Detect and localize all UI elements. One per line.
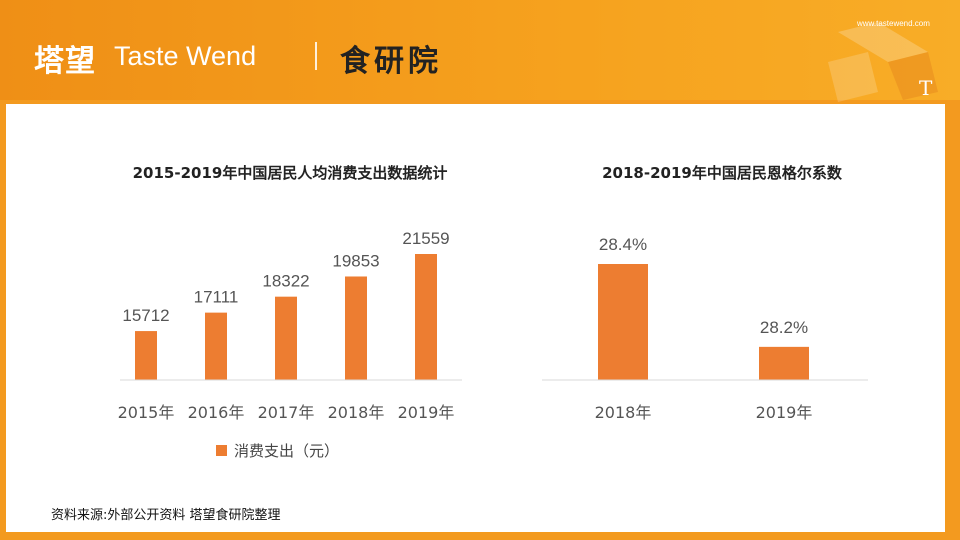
charts-svg: 2015-2019年中国居民人均消费支出数据统计 15712 2015年 17111… xyxy=(118,164,868,460)
chart1-x-tick-label: 2019年 xyxy=(398,403,455,422)
chart1-bar xyxy=(275,296,297,380)
chart1-data-label: 17111 xyxy=(194,288,239,307)
website-url: www.tastewend.com xyxy=(857,19,930,28)
chart2-data-label: 28.2% xyxy=(760,318,808,337)
chart1-x-tick-label: 2018年 xyxy=(328,403,385,422)
chart2-x-tick-label: 2018年 xyxy=(595,403,652,422)
chart2-bar xyxy=(598,264,648,380)
corner-mark: T xyxy=(919,76,933,100)
chart2-x-tick-label: 2019年 xyxy=(756,403,813,422)
chart1-data-label: 18322 xyxy=(262,272,309,291)
chart1-bar xyxy=(415,254,437,380)
brand-logo-english: Taste Wend xyxy=(114,41,257,71)
chart1-title: 2015-2019年中国居民人均消费支出数据统计 xyxy=(133,164,448,182)
content-panel: 2015-2019年中国居民人均消费支出数据统计 15712 2015年 17111… xyxy=(6,104,945,532)
chart2-data-label: 28.4% xyxy=(599,235,647,254)
chart1-x-tick-label: 2017年 xyxy=(258,403,315,422)
chart1-legend-label: 消费支出（元） xyxy=(234,442,339,460)
chart1-bar xyxy=(345,276,367,380)
chart1-x-tick-label: 2016年 xyxy=(188,403,245,422)
logo-divider xyxy=(315,42,317,70)
header-banner: 塔望 Taste Wend 食研院 www.tastewend.com T xyxy=(0,0,960,102)
chart2-title: 2018-2019年中国居民恩格尔系数 xyxy=(602,164,843,182)
chart2-bar xyxy=(759,346,809,380)
source-note: 资料来源:外部公开资料 塔望食研院整理 xyxy=(51,508,281,523)
chart1-legend-swatch xyxy=(216,445,227,456)
chart1-bar xyxy=(135,331,157,380)
chart1-data-label: 21559 xyxy=(402,229,449,248)
chart1-data-label: 15712 xyxy=(122,306,169,325)
decorative-logo-shape-icon xyxy=(828,22,938,102)
chart1-data-label: 19853 xyxy=(332,251,379,270)
chart1-bar xyxy=(205,312,227,380)
institute-name: 食研院 xyxy=(340,44,442,79)
brand-logo-chinese: 塔望 xyxy=(34,44,96,79)
chart1-x-tick-label: 2015年 xyxy=(118,403,175,422)
